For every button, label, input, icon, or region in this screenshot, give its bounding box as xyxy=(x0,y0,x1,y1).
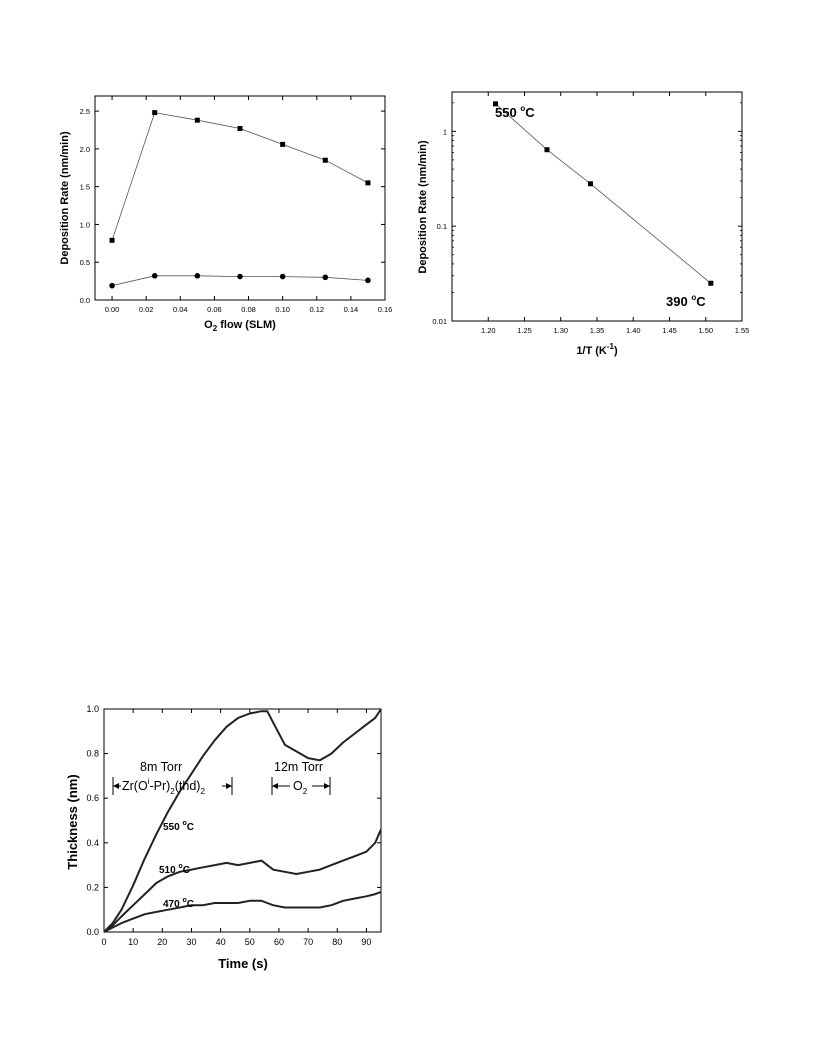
chart2-frame xyxy=(451,91,743,322)
chart2-y-ticks: 0.01 0.1 1 xyxy=(432,102,742,326)
data-point-circle xyxy=(109,282,115,289)
chart3-frame xyxy=(103,708,382,933)
chart3-y-ticks: 0.0 0.2 0.4 0.6 0.8 1.0 xyxy=(86,704,381,937)
y-tick-label: 0.4 xyxy=(86,838,99,848)
data-point-square xyxy=(280,141,286,147)
chart-thickness: 0 10 20 30 40 50 60 70 80 90 0.0 0.2 0.4 0.6 0.8 1.0 T… xyxy=(65,704,382,971)
x-tick-label: 0 xyxy=(101,937,106,947)
y-tick-label: 1.5 xyxy=(80,183,90,192)
chart2-ylabel: Deposition Rate (nm/min) xyxy=(417,140,429,274)
y-tick-label: 0.0 xyxy=(86,927,99,937)
label-470c: 470 oC xyxy=(163,897,194,910)
chart3-ylabel: Thickness (nm) xyxy=(65,774,80,869)
annotation-550c: 550 oC xyxy=(495,104,535,120)
x-tick-label: 0.08 xyxy=(241,305,256,314)
x-tick-label: 50 xyxy=(245,937,255,947)
chart1-y-ticks: 0.0 0.5 1.0 1.5 2.0 2.5 xyxy=(80,107,385,305)
x-tick-label: 80 xyxy=(332,937,342,947)
data-point-square xyxy=(152,110,158,116)
y-tick-label: 0.5 xyxy=(80,258,90,267)
y-tick-label: 1.0 xyxy=(86,704,99,714)
annotation-390c: 390 oC xyxy=(666,293,706,309)
x-tick-label: 1.25 xyxy=(517,326,532,335)
data-point-square xyxy=(109,237,115,243)
data-point-square xyxy=(587,181,593,187)
x-tick-label: 1.30 xyxy=(553,326,568,335)
data-point-square xyxy=(365,180,371,186)
chart1-xlabel: O2 flow (SLM) xyxy=(204,319,276,333)
data-point-circle xyxy=(151,273,158,279)
y-tick-label: 1.0 xyxy=(80,220,90,229)
x-tick-label: 0.00 xyxy=(105,305,120,314)
x-tick-label: 20 xyxy=(157,937,167,947)
o2-bracket xyxy=(271,777,331,795)
annotation-12m-torr: 12m Torr xyxy=(274,760,323,774)
chart-arrhenius: 1.20 1.25 1.30 1.35 1.40 1.45 1.50 1.55 0.01 0.1… xyxy=(417,91,749,357)
y-tick-label: 1 xyxy=(443,127,447,136)
y-tick-label: 0.01 xyxy=(432,317,447,326)
series-line-0 xyxy=(103,708,382,933)
data-point-circle xyxy=(365,277,371,284)
chart2-xlabel: 1/T (K-1) xyxy=(576,342,618,357)
x-tick-label: 0.02 xyxy=(139,305,154,314)
chart1-frame xyxy=(94,95,386,301)
chart-o2-flow: 0.00 0.02 0.04 0.06 0.08 0.10 0.12 0.14 0.16 0.0… xyxy=(59,95,393,333)
y-tick-label: 0.2 xyxy=(86,882,99,892)
data-point-circle xyxy=(322,274,329,281)
data-point-square xyxy=(708,280,714,286)
chart1-ylabel: Deposition Rate (nm/min) xyxy=(59,131,71,265)
data-point-circle xyxy=(279,273,286,280)
annotation-precursor: Zr(Oi-Pr)2(thd)2 xyxy=(122,777,205,796)
precursor-bracket xyxy=(112,777,233,795)
x-tick-label: 1.55 xyxy=(735,326,750,335)
chart2-series xyxy=(493,101,714,286)
x-tick-label: 0.12 xyxy=(309,305,324,314)
x-tick-label: 0.06 xyxy=(207,305,222,314)
y-tick-label: 2.0 xyxy=(80,145,90,154)
chart3-series xyxy=(103,708,382,933)
x-tick-label: 90 xyxy=(361,937,371,947)
x-tick-label: 10 xyxy=(128,937,138,947)
x-tick-label: 1.35 xyxy=(590,326,605,335)
y-tick-label: 0.1 xyxy=(437,222,447,231)
y-tick-label: 2.5 xyxy=(80,107,90,116)
series-line-0 xyxy=(495,103,712,284)
x-tick-label: 1.40 xyxy=(626,326,641,335)
y-tick-label: 0.0 xyxy=(80,296,90,305)
data-point-square xyxy=(322,157,328,163)
x-tick-label: 1.50 xyxy=(698,326,713,335)
chart1-x-ticks: 0.00 0.02 0.04 0.06 0.08 0.10 0.12 0.14 0.16 xyxy=(105,96,393,314)
series-line-2 xyxy=(103,890,382,933)
y-tick-label: 0.8 xyxy=(86,749,99,759)
data-point-square xyxy=(194,117,200,123)
x-tick-label: 0.14 xyxy=(344,305,359,314)
x-tick-label: 0.16 xyxy=(378,305,393,314)
x-tick-label: 0.04 xyxy=(173,305,188,314)
data-point-circle xyxy=(237,273,243,280)
data-point-square xyxy=(237,125,243,131)
label-510c: 510 oC xyxy=(159,863,190,876)
x-tick-label: 70 xyxy=(303,937,313,947)
series-line-1 xyxy=(103,829,382,933)
x-tick-label: 1.20 xyxy=(481,326,496,335)
x-tick-label: 0.10 xyxy=(275,305,290,314)
chart3-xlabel: Time (s) xyxy=(218,956,268,971)
data-point-square xyxy=(544,147,550,153)
x-tick-label: 40 xyxy=(216,937,226,947)
chart1-series xyxy=(109,110,371,289)
x-tick-label: 1.45 xyxy=(662,326,677,335)
annotation-o2: O2 xyxy=(293,779,308,796)
y-tick-label: 0.6 xyxy=(86,793,99,803)
data-point-circle xyxy=(194,273,201,279)
label-550c: 550 oC xyxy=(163,820,194,833)
data-point-square xyxy=(493,101,498,107)
chart3-x-ticks: 0 10 20 30 40 50 60 70 80 90 xyxy=(101,709,371,947)
x-tick-label: 30 xyxy=(186,937,196,947)
series-line-0 xyxy=(111,112,369,241)
x-tick-label: 60 xyxy=(274,937,284,947)
annotation-8m-torr: 8m Torr xyxy=(140,760,182,774)
chart2-x-ticks: 1.20 1.25 1.30 1.35 1.40 1.45 1.50 1.55 xyxy=(481,92,749,335)
